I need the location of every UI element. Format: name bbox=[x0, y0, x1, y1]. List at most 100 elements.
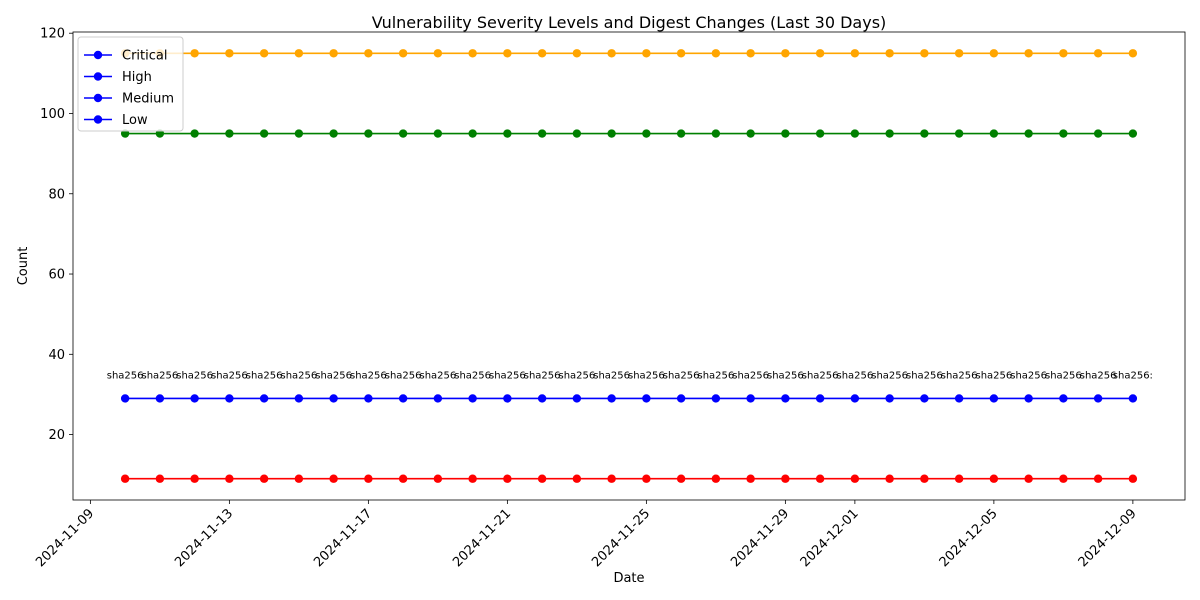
data-point-medium bbox=[329, 129, 338, 138]
data-point-high bbox=[642, 394, 651, 403]
x-tick-label: 2024-11-25 bbox=[589, 506, 653, 570]
y-axis-title: Count bbox=[16, 247, 31, 286]
data-point-medium bbox=[1059, 129, 1068, 138]
digest-label: sha256 bbox=[1080, 370, 1117, 381]
digest-label: sha256 bbox=[836, 370, 873, 381]
data-point-high bbox=[920, 394, 929, 403]
x-tick-label: 2024-11-09 bbox=[33, 506, 97, 570]
y-tick-label: 80 bbox=[48, 187, 65, 202]
data-point-critical bbox=[746, 474, 755, 483]
data-point-medium bbox=[537, 129, 547, 138]
x-tick-label: 2024-11-21 bbox=[450, 506, 514, 570]
legend-label: High bbox=[122, 70, 152, 85]
plot-area bbox=[72, 31, 1186, 501]
data-point-critical bbox=[676, 474, 686, 483]
data-point-critical bbox=[190, 474, 199, 483]
data-point-high bbox=[850, 394, 860, 403]
data-point-high bbox=[225, 394, 234, 403]
series-critical bbox=[120, 474, 1138, 483]
digest-label: sha256: bbox=[1113, 370, 1153, 381]
data-point-medium bbox=[954, 129, 964, 138]
data-point-critical bbox=[503, 474, 512, 483]
digest-label: sha256 bbox=[663, 370, 700, 381]
data-point-low bbox=[225, 49, 234, 58]
legend-label: Medium bbox=[122, 92, 174, 107]
digest-label: sha256 bbox=[211, 370, 248, 381]
data-point-medium bbox=[885, 129, 894, 138]
data-point-medium bbox=[294, 129, 304, 138]
data-point-medium bbox=[433, 129, 443, 138]
digest-label: sha256 bbox=[246, 370, 283, 381]
legend: Critical High Medium Low bbox=[77, 36, 184, 132]
data-point-critical bbox=[1024, 474, 1033, 483]
y-tick-label: 20 bbox=[48, 428, 65, 443]
x-tick-label: 2024-11-13 bbox=[172, 506, 236, 570]
data-point-critical bbox=[468, 474, 477, 483]
data-point-high bbox=[259, 394, 269, 403]
data-point-critical bbox=[433, 474, 443, 483]
data-point-low bbox=[294, 49, 304, 58]
data-point-critical bbox=[920, 474, 929, 483]
data-point-high bbox=[364, 394, 373, 403]
data-point-medium bbox=[989, 129, 999, 138]
data-point-low bbox=[190, 49, 199, 58]
data-point-high bbox=[1024, 394, 1033, 403]
data-point-medium bbox=[711, 129, 721, 138]
digest-label: sha256 bbox=[141, 370, 178, 381]
digest-label: sha256 bbox=[628, 370, 665, 381]
data-point-critical bbox=[1093, 474, 1103, 483]
data-point-high bbox=[398, 394, 408, 403]
chart-title: Vulnerability Severity Levels and Digest… bbox=[372, 13, 887, 32]
y-tick-label: 100 bbox=[40, 107, 65, 122]
digest-label: sha256 bbox=[385, 370, 422, 381]
data-point-high bbox=[503, 394, 512, 403]
data-point-low bbox=[503, 49, 512, 58]
data-point-high bbox=[433, 394, 443, 403]
x-axis-title: Date bbox=[613, 571, 644, 586]
digest-label: sha256 bbox=[176, 370, 213, 381]
data-point-critical bbox=[329, 474, 338, 483]
data-point-low bbox=[468, 49, 477, 58]
legend-marker bbox=[93, 115, 103, 124]
data-point-medium bbox=[676, 129, 686, 138]
legend-box bbox=[77, 36, 184, 132]
data-point-high bbox=[607, 394, 616, 403]
x-axis: 2024-11-09 2024-11-13 2024-11-17 2024-11-21… bbox=[33, 500, 1140, 570]
digest-label: sha256 bbox=[941, 370, 978, 381]
digest-label: sha256 bbox=[280, 370, 317, 381]
legend-label: Critical bbox=[122, 49, 167, 64]
data-point-critical bbox=[120, 474, 130, 483]
series-low bbox=[120, 49, 1138, 58]
data-point-high bbox=[190, 394, 199, 403]
data-point-medium bbox=[259, 129, 269, 138]
data-point-low bbox=[1024, 49, 1033, 58]
x-tick-label: 2024-12-05 bbox=[937, 506, 1001, 570]
data-point-medium bbox=[1024, 129, 1033, 138]
series-medium bbox=[120, 129, 1138, 138]
data-point-low bbox=[329, 49, 338, 58]
data-point-high bbox=[989, 394, 999, 403]
data-point-critical bbox=[155, 474, 165, 483]
data-point-low bbox=[954, 49, 964, 58]
data-point-low bbox=[850, 49, 860, 58]
data-point-low bbox=[364, 49, 373, 58]
data-point-medium bbox=[815, 129, 825, 138]
digest-label: sha256 bbox=[419, 370, 456, 381]
data-point-low bbox=[885, 49, 894, 58]
data-point-medium bbox=[607, 129, 616, 138]
data-point-critical bbox=[885, 474, 894, 483]
digest-label: sha256 bbox=[975, 370, 1012, 381]
data-point-low bbox=[676, 49, 686, 58]
digest-label: sha256 bbox=[767, 370, 804, 381]
data-point-critical bbox=[364, 474, 373, 483]
data-point-medium bbox=[1128, 129, 1138, 138]
digest-label: sha256 bbox=[315, 370, 352, 381]
digest-label: sha256 bbox=[1045, 370, 1082, 381]
data-point-low bbox=[433, 49, 443, 58]
data-point-low bbox=[781, 49, 790, 58]
data-point-low bbox=[1059, 49, 1068, 58]
data-point-critical bbox=[225, 474, 234, 483]
y-tick-label: 120 bbox=[40, 27, 65, 42]
data-point-medium bbox=[850, 129, 860, 138]
